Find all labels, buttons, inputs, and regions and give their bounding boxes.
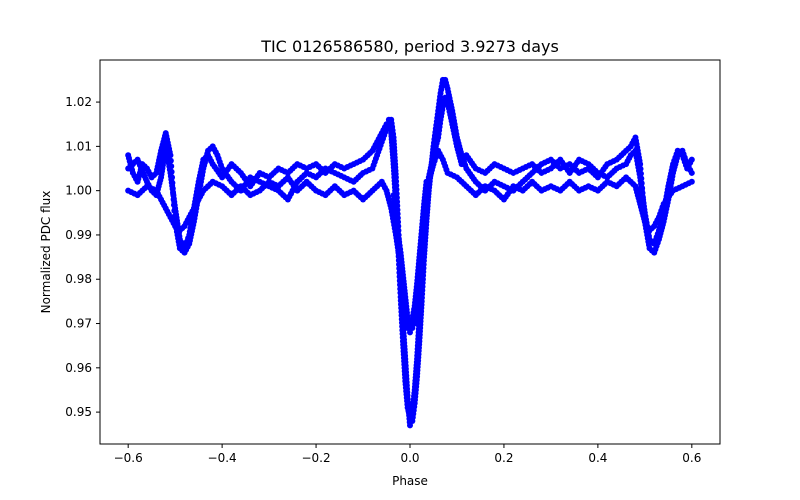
data-point: [407, 422, 413, 429]
data-point: [404, 316, 411, 323]
y-tick-label: 1.02: [65, 95, 92, 109]
x-tick-label: 0.6: [682, 451, 701, 465]
data-point: [688, 156, 695, 163]
x-tick-label: 0.2: [494, 451, 513, 465]
x-axis-label: Phase: [392, 474, 428, 488]
x-tick-label: 0.4: [588, 451, 607, 465]
y-tick-label: 1.00: [65, 184, 92, 198]
x-tick-label: 0.0: [400, 451, 419, 465]
data-point: [407, 413, 413, 420]
x-tick-label: −0.4: [208, 451, 237, 465]
data-point: [409, 324, 416, 331]
y-axis-label: Normalized PDC flux: [39, 191, 53, 314]
x-tick-label: −0.2: [301, 451, 330, 465]
data-points: [125, 76, 695, 429]
data-point: [407, 320, 413, 327]
data-point: [688, 178, 695, 185]
x-tick-label: −0.6: [114, 451, 143, 465]
y-axis-ticks: 0.95 0.96 0.97 0.98 0.99 1.00 1.01 1.02: [65, 95, 100, 419]
data-point: [688, 169, 695, 176]
x-axis-ticks: −0.6 −0.4 −0.2 0.0 0.2 0.4 0.6: [114, 444, 701, 465]
y-tick-label: 0.97: [65, 317, 92, 331]
y-tick-label: 0.99: [65, 228, 92, 242]
plot-frame: [99, 59, 721, 445]
chart-title: TIC 0126586580, period 3.9273 days: [260, 37, 559, 56]
data-point: [442, 94, 449, 101]
y-tick-label: 0.95: [65, 405, 92, 419]
y-tick-label: 0.96: [65, 361, 92, 375]
data-point: [404, 324, 411, 331]
y-tick-label: 0.98: [65, 272, 92, 286]
y-tick-label: 1.01: [65, 139, 92, 153]
data-point: [423, 178, 430, 185]
data-point: [407, 329, 413, 336]
